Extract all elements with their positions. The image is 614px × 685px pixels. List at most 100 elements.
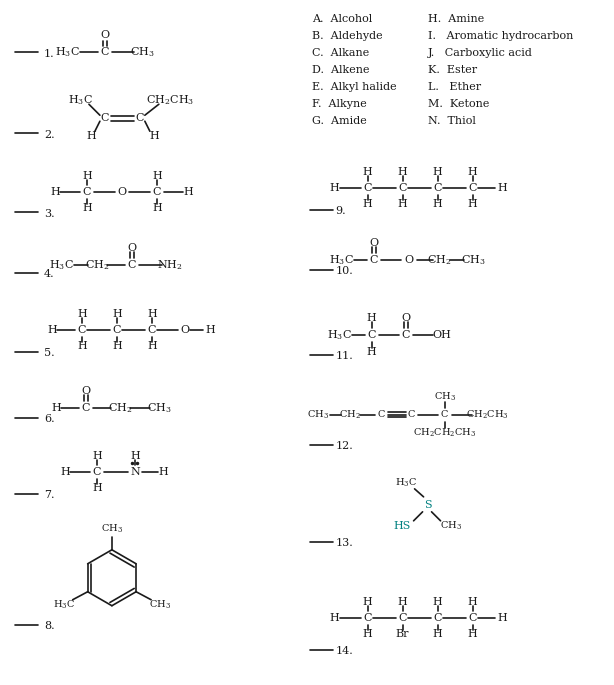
Text: H: H bbox=[367, 313, 376, 323]
Text: 5.: 5. bbox=[44, 348, 55, 358]
Text: H: H bbox=[398, 167, 408, 177]
Text: H: H bbox=[147, 341, 157, 351]
Text: F.  Alkyne: F. Alkyne bbox=[312, 99, 367, 109]
Text: C: C bbox=[153, 187, 161, 197]
Text: C: C bbox=[77, 325, 86, 335]
Text: O: O bbox=[401, 313, 410, 323]
Text: H: H bbox=[77, 309, 87, 319]
Text: C: C bbox=[128, 260, 136, 270]
Text: C: C bbox=[378, 410, 386, 419]
Text: H: H bbox=[130, 451, 140, 461]
Text: 7.: 7. bbox=[44, 490, 55, 500]
Text: C: C bbox=[398, 183, 407, 193]
Text: C: C bbox=[441, 410, 448, 419]
Text: C: C bbox=[468, 183, 477, 193]
Text: H: H bbox=[50, 187, 60, 197]
Text: $\mathregular{H_3C}$: $\mathregular{H_3C}$ bbox=[329, 253, 354, 267]
Text: D.  Alkene: D. Alkene bbox=[312, 65, 369, 75]
Text: $\mathregular{H_3C}$: $\mathregular{H_3C}$ bbox=[395, 477, 416, 489]
Text: $\mathregular{H_3C}$: $\mathregular{H_3C}$ bbox=[69, 93, 93, 107]
Text: H: H bbox=[149, 132, 159, 141]
Text: H: H bbox=[497, 183, 507, 193]
Text: $\mathregular{CH_3}$: $\mathregular{CH_3}$ bbox=[149, 599, 171, 611]
Text: H: H bbox=[47, 325, 57, 335]
Text: H: H bbox=[147, 309, 157, 319]
Text: $\mathregular{CH_2CH_2CH_3}$: $\mathregular{CH_2CH_2CH_3}$ bbox=[413, 427, 476, 439]
Text: A.  Alcohol: A. Alcohol bbox=[312, 14, 372, 25]
Text: H: H bbox=[398, 199, 408, 209]
Text: H: H bbox=[363, 597, 373, 607]
Text: M.  Ketone: M. Ketone bbox=[427, 99, 489, 109]
Text: 8.: 8. bbox=[44, 621, 55, 631]
Text: $\mathregular{NH_2}$: $\mathregular{NH_2}$ bbox=[157, 258, 182, 272]
Text: HS: HS bbox=[393, 521, 410, 531]
Text: $\mathregular{CH_2CH_3}$: $\mathregular{CH_2CH_3}$ bbox=[466, 409, 509, 421]
Text: S: S bbox=[424, 500, 432, 510]
Text: O: O bbox=[404, 255, 413, 265]
Text: C: C bbox=[433, 612, 442, 623]
Text: O: O bbox=[369, 238, 378, 248]
Text: C: C bbox=[147, 325, 156, 335]
Text: $\mathregular{CH_3}$: $\mathregular{CH_3}$ bbox=[461, 253, 486, 267]
Text: N.  Thiol: N. Thiol bbox=[427, 116, 475, 126]
Text: $\mathregular{CH_3}$: $\mathregular{CH_3}$ bbox=[433, 390, 456, 403]
Text: H: H bbox=[77, 341, 87, 351]
Text: H: H bbox=[468, 597, 478, 607]
Text: 4.: 4. bbox=[44, 269, 55, 279]
Text: C: C bbox=[408, 410, 415, 419]
Text: 14.: 14. bbox=[336, 646, 354, 656]
Text: C: C bbox=[402, 330, 410, 340]
Text: 2.: 2. bbox=[44, 130, 55, 140]
Text: O: O bbox=[100, 30, 109, 40]
Text: H: H bbox=[51, 403, 61, 413]
Text: C: C bbox=[93, 467, 101, 477]
Text: I.   Aromatic hydrocarbon: I. Aromatic hydrocarbon bbox=[427, 32, 573, 41]
Text: 11.: 11. bbox=[336, 351, 354, 361]
Text: H: H bbox=[433, 629, 443, 638]
Text: H: H bbox=[158, 467, 168, 477]
Text: C: C bbox=[83, 187, 91, 197]
Text: $\mathregular{H_3C}$: $\mathregular{H_3C}$ bbox=[327, 328, 352, 342]
Text: C: C bbox=[101, 47, 109, 58]
Text: H: H bbox=[468, 167, 478, 177]
Text: C: C bbox=[112, 325, 121, 335]
Text: H: H bbox=[363, 167, 373, 177]
Text: $\mathregular{CH_2}$: $\mathregular{CH_2}$ bbox=[85, 258, 109, 272]
Text: H: H bbox=[363, 199, 373, 209]
Text: N: N bbox=[130, 467, 140, 477]
Text: C: C bbox=[136, 113, 144, 123]
Text: H: H bbox=[112, 341, 122, 351]
Text: $\mathregular{CH_3}$: $\mathregular{CH_3}$ bbox=[130, 45, 154, 59]
Text: H: H bbox=[468, 199, 478, 209]
Text: H.  Amine: H. Amine bbox=[427, 14, 484, 25]
Text: H: H bbox=[183, 187, 193, 197]
Text: $\mathregular{CH_3}$: $\mathregular{CH_3}$ bbox=[307, 409, 328, 421]
Text: K.  Ester: K. Ester bbox=[427, 65, 476, 75]
Text: H: H bbox=[433, 199, 443, 209]
Text: E.  Alkyl halide: E. Alkyl halide bbox=[312, 82, 396, 92]
Text: H: H bbox=[398, 597, 408, 607]
Text: H: H bbox=[152, 171, 161, 181]
Text: C: C bbox=[433, 183, 442, 193]
Text: $\mathregular{CH_2}$: $\mathregular{CH_2}$ bbox=[427, 253, 452, 267]
Text: H: H bbox=[86, 132, 96, 141]
Text: $\mathregular{H_3C}$: $\mathregular{H_3C}$ bbox=[50, 258, 74, 272]
Text: 6.: 6. bbox=[44, 414, 55, 424]
Text: 1.: 1. bbox=[44, 49, 55, 60]
Text: C: C bbox=[82, 403, 90, 413]
Text: H: H bbox=[433, 167, 443, 177]
Text: $\mathregular{CH_2}$: $\mathregular{CH_2}$ bbox=[107, 401, 132, 415]
Text: C: C bbox=[468, 612, 477, 623]
Text: H: H bbox=[112, 309, 122, 319]
Text: 9.: 9. bbox=[336, 206, 346, 216]
Text: O: O bbox=[127, 243, 136, 253]
Text: H: H bbox=[205, 325, 215, 335]
Text: 3.: 3. bbox=[44, 209, 55, 219]
Text: $\mathregular{H_3C}$: $\mathregular{H_3C}$ bbox=[53, 599, 75, 611]
Text: $\mathregular{CH_2CH_3}$: $\mathregular{CH_2CH_3}$ bbox=[146, 93, 194, 107]
Text: L.   Ether: L. Ether bbox=[427, 82, 481, 92]
Text: H: H bbox=[330, 612, 340, 623]
Text: H: H bbox=[60, 467, 70, 477]
Text: J.   Carboxylic acid: J. Carboxylic acid bbox=[427, 49, 532, 58]
Text: H: H bbox=[152, 203, 161, 213]
